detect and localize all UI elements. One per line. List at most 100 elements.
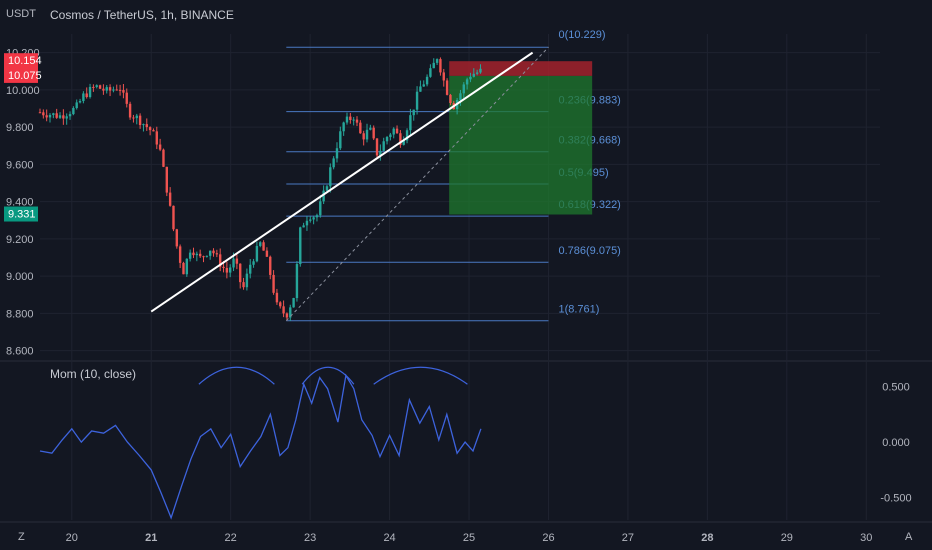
candle-body	[352, 119, 355, 121]
candle-body	[409, 115, 412, 131]
candle-body	[449, 94, 452, 104]
candle-body	[245, 273, 249, 288]
x-tick-label: 23	[304, 532, 316, 544]
zoom-button[interactable]: Z	[18, 531, 25, 543]
candle-body	[202, 256, 205, 258]
candle-body	[319, 201, 322, 216]
x-tick-label: 25	[463, 532, 475, 544]
candle-body	[242, 282, 245, 288]
candle-body	[389, 134, 392, 137]
candle-body	[115, 89, 118, 91]
candle-body	[225, 267, 229, 273]
y-tick-label: 8.800	[6, 308, 34, 320]
candle-body	[88, 86, 92, 98]
candle-body	[112, 89, 115, 91]
candle-body	[118, 89, 122, 91]
candle-body	[229, 267, 232, 273]
price-badge-label: 9.331	[8, 209, 36, 221]
price-badge-label: 10.075	[8, 70, 42, 82]
x-tick-label: 29	[781, 532, 793, 544]
candle-body	[125, 92, 128, 104]
candle-body	[58, 115, 62, 118]
candle-body	[95, 85, 98, 87]
candle-body	[148, 127, 152, 131]
momentum-pane	[39, 366, 482, 520]
drawings[interactable]	[150, 46, 549, 322]
candle-body	[158, 144, 162, 150]
candle-body	[82, 93, 85, 102]
y-tick-label: 9.600	[6, 159, 34, 171]
candle-body	[182, 262, 185, 275]
candle-body	[168, 192, 172, 206]
chart-title: Cosmos / TetherUS, 1h, BINANCE	[50, 8, 234, 22]
candle-body	[459, 93, 462, 101]
momentum-line	[39, 373, 482, 520]
candle-body	[55, 113, 58, 118]
candle-body	[415, 91, 419, 110]
candle-body	[359, 122, 362, 134]
candle-body	[349, 116, 352, 121]
candle-body	[205, 255, 209, 257]
take-profit-zone	[449, 75, 593, 215]
candle-body	[475, 72, 479, 74]
candle-body	[275, 292, 279, 303]
candle-body	[65, 116, 68, 119]
candle-body	[302, 225, 305, 228]
candle-body	[299, 227, 302, 265]
candle-body	[105, 87, 108, 91]
candle-body	[365, 129, 369, 140]
candle-body	[369, 127, 372, 130]
x-tick-label: 27	[622, 532, 634, 544]
candle-body	[208, 250, 212, 256]
candle-body	[445, 80, 449, 95]
candle-body	[75, 102, 78, 109]
candle-body	[325, 186, 329, 191]
auto-scale-button[interactable]: A	[905, 531, 913, 543]
candle-body	[145, 124, 148, 128]
candle-body	[165, 166, 169, 193]
candle-body	[178, 246, 182, 263]
candle-body	[262, 242, 265, 251]
candle-body	[429, 68, 432, 77]
candle-body	[138, 115, 142, 126]
candle-body	[222, 266, 225, 268]
candle-body	[122, 90, 125, 93]
candle-body	[188, 252, 192, 259]
candle-body	[132, 117, 135, 119]
candle-body	[315, 215, 319, 218]
candle-body	[285, 313, 289, 318]
candle-body	[265, 250, 269, 257]
stop-loss-zone	[449, 61, 593, 76]
x-tick-label: 24	[383, 532, 395, 544]
candle-body	[142, 124, 145, 126]
candle-body	[469, 76, 472, 80]
candle-body	[78, 101, 82, 103]
candle-body	[255, 245, 259, 262]
candle-body	[362, 133, 365, 140]
candle-body	[395, 128, 399, 134]
y-tick-label: 8.600	[6, 346, 34, 358]
candle-body	[462, 84, 465, 94]
candle-body	[329, 167, 332, 187]
x-tick-label: 28	[701, 532, 713, 544]
candle-body	[98, 85, 102, 89]
candle-body	[432, 62, 435, 69]
price-badge	[4, 67, 38, 83]
candle-body	[232, 258, 235, 268]
trendline	[150, 51, 534, 313]
candle-body	[162, 149, 165, 167]
fib-level-label: 0(10.229)	[558, 29, 605, 41]
candle-body	[192, 252, 195, 256]
candle-body	[45, 115, 48, 118]
candle-body	[92, 86, 95, 88]
candle-body	[195, 253, 199, 256]
position-box[interactable]	[449, 61, 593, 215]
annotation-arc	[198, 366, 275, 385]
x-tick-label: 21	[145, 532, 157, 544]
candle-body	[239, 263, 242, 283]
candle-body	[322, 190, 325, 202]
candle-body	[108, 87, 112, 91]
mom-y-tick-label: 0.500	[882, 381, 910, 393]
candle-body	[479, 68, 482, 73]
